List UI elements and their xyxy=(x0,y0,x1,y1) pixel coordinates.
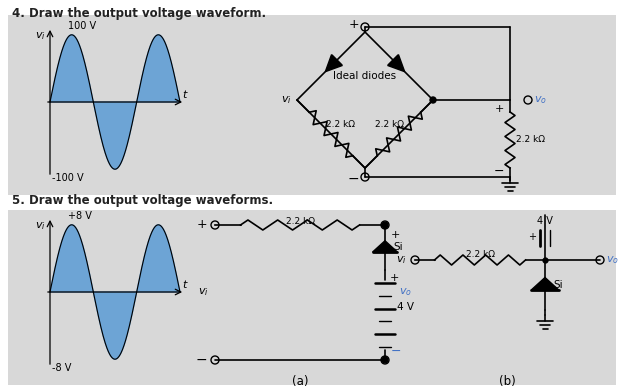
Circle shape xyxy=(430,97,436,103)
Text: 4. Draw the output voltage waveform.: 4. Draw the output voltage waveform. xyxy=(12,7,266,20)
Text: −: − xyxy=(391,345,401,358)
Text: +: + xyxy=(391,230,401,240)
Text: −: − xyxy=(195,353,207,367)
Text: 100 V: 100 V xyxy=(68,21,96,31)
Text: Ideal diodes: Ideal diodes xyxy=(333,71,397,81)
Text: $v_i$: $v_i$ xyxy=(36,30,46,42)
Text: Si: Si xyxy=(553,280,563,290)
Circle shape xyxy=(382,222,388,228)
Text: $v_i$: $v_i$ xyxy=(198,287,209,298)
Text: -8 V: -8 V xyxy=(52,363,71,373)
Text: −: − xyxy=(494,165,504,178)
Text: 4 V: 4 V xyxy=(537,216,553,225)
FancyBboxPatch shape xyxy=(8,210,616,385)
Polygon shape xyxy=(325,56,341,72)
Text: 2.2 kΩ: 2.2 kΩ xyxy=(286,217,314,226)
Text: $v_i$: $v_i$ xyxy=(36,220,46,232)
Circle shape xyxy=(382,357,388,363)
Text: $v_i$: $v_i$ xyxy=(281,94,292,106)
Text: Si: Si xyxy=(393,243,402,252)
Text: (a): (a) xyxy=(292,375,308,388)
Polygon shape xyxy=(373,241,397,252)
Text: 5. Draw the output voltage waveforms.: 5. Draw the output voltage waveforms. xyxy=(12,194,273,207)
Text: 2.2 kΩ: 2.2 kΩ xyxy=(326,120,356,129)
Text: $v_o$: $v_o$ xyxy=(534,94,547,106)
Text: $v_o$: $v_o$ xyxy=(606,254,619,266)
Text: +: + xyxy=(348,18,359,32)
Text: 2.2 kΩ: 2.2 kΩ xyxy=(516,135,545,145)
Text: $v_o$: $v_o$ xyxy=(399,287,412,298)
Text: +: + xyxy=(197,218,207,232)
FancyBboxPatch shape xyxy=(8,15,616,195)
Text: $v_i$: $v_i$ xyxy=(396,254,407,266)
Text: −: − xyxy=(348,172,359,186)
Text: 2.2 kΩ: 2.2 kΩ xyxy=(466,250,494,259)
Polygon shape xyxy=(389,56,404,72)
Text: -100 V: -100 V xyxy=(52,173,84,183)
Text: (b): (b) xyxy=(499,375,516,388)
Text: $t$: $t$ xyxy=(182,278,188,290)
Text: 4 V: 4 V xyxy=(397,302,414,312)
Text: 2.2 kΩ: 2.2 kΩ xyxy=(374,120,404,129)
Text: +8 V: +8 V xyxy=(68,211,92,221)
Text: +: + xyxy=(495,104,504,114)
Polygon shape xyxy=(531,278,558,290)
Text: +: + xyxy=(528,232,536,243)
Text: +: + xyxy=(390,273,399,283)
Text: $t$: $t$ xyxy=(182,88,188,100)
